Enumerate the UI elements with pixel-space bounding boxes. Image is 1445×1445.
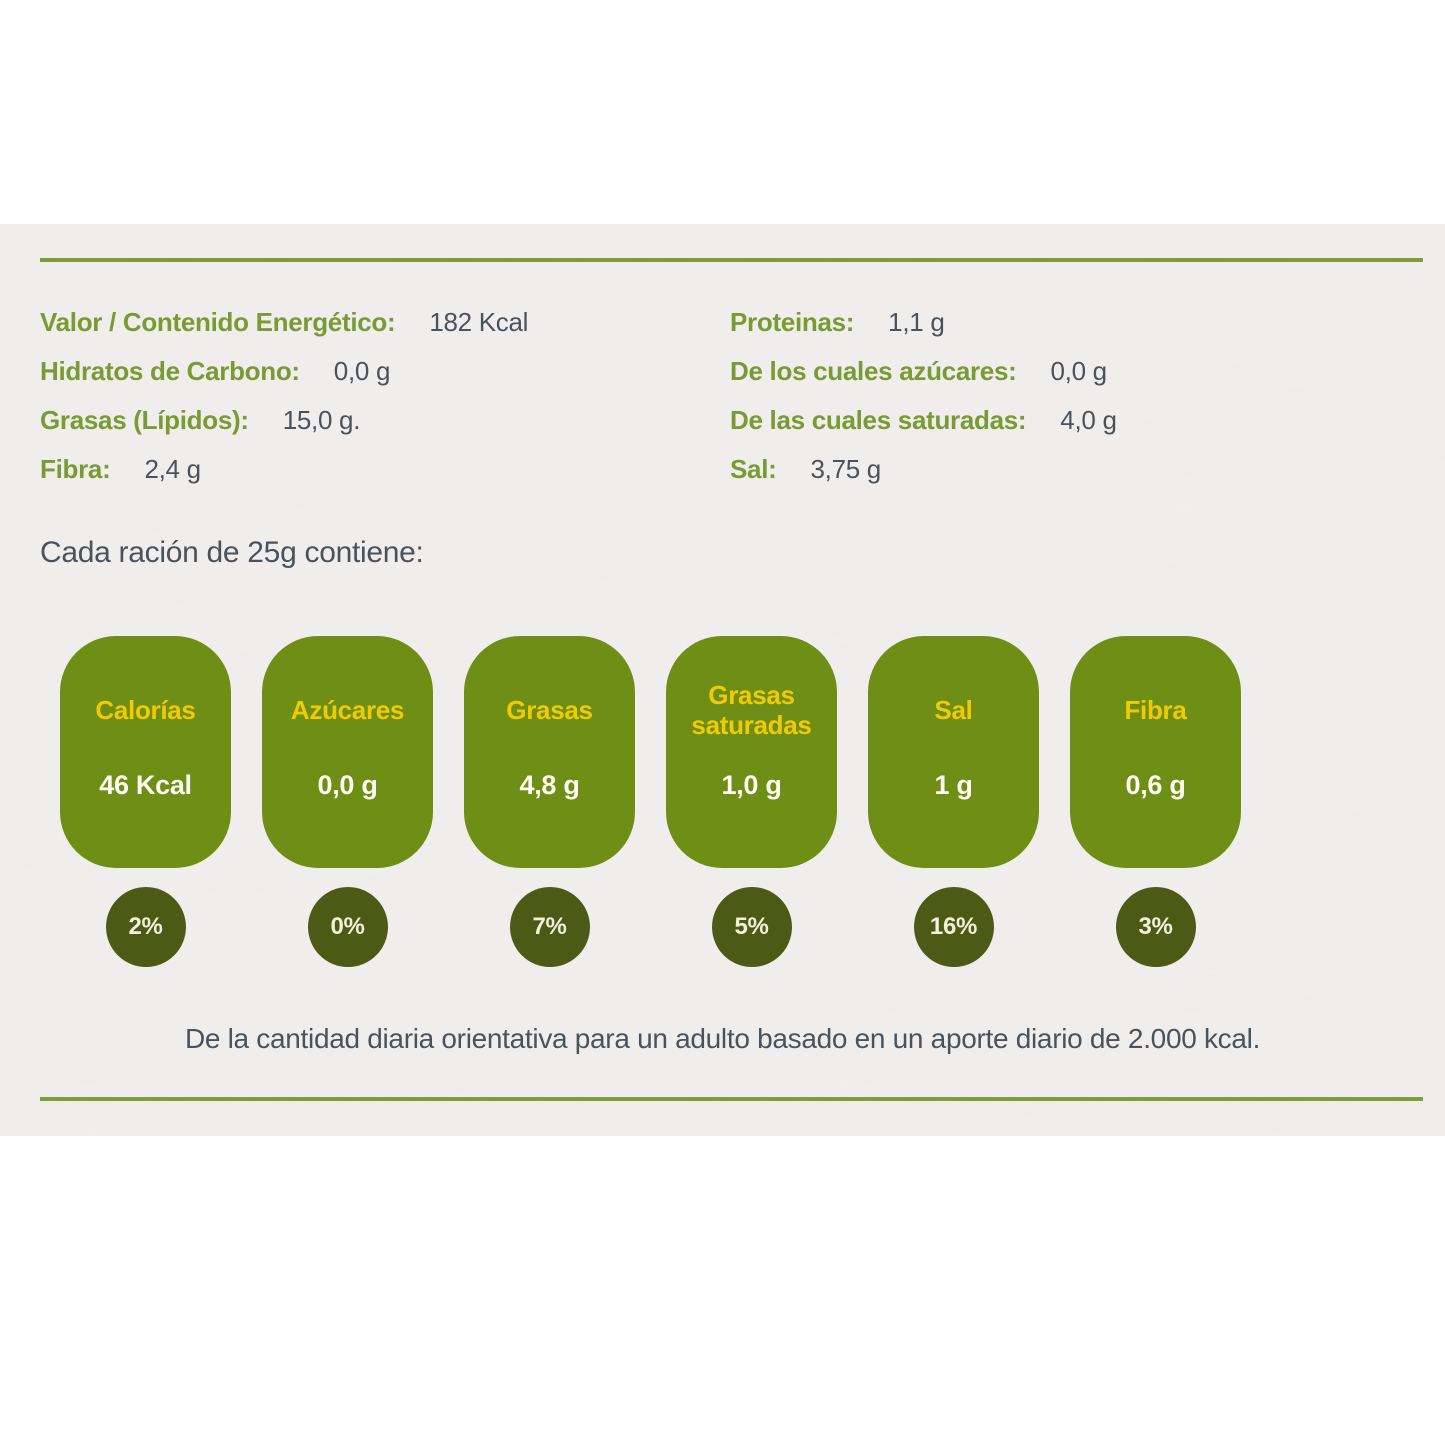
badge-label: Fibra xyxy=(1124,695,1187,725)
daily-percent-circle: 16% xyxy=(913,887,994,967)
badge-value: 0,0 g xyxy=(317,770,378,800)
daily-percent: 5% xyxy=(734,913,769,940)
nutrition-row: De los cuales azúcares: 0,0 g xyxy=(730,347,1423,396)
badge-value: 1,0 g xyxy=(721,770,782,800)
nutrition-value: 0,0 g xyxy=(333,356,391,386)
nutrient-column-calorias: Calorías 46 Kcal 2% xyxy=(60,636,231,967)
badge-label: Grasas xyxy=(506,695,593,725)
badge-value: 0,6 g xyxy=(1125,770,1186,800)
daily-percent-circle: 5% xyxy=(711,887,792,967)
nutrition-summary: Valor / Contenido Energético: 182 Kcal Hi… xyxy=(40,298,1423,494)
nutrition-label: De las cuales saturadas: xyxy=(730,405,1027,435)
nutrient-column-sal: Sal 1 g 16% xyxy=(868,636,1039,967)
daily-percent-circle: 0% xyxy=(307,887,388,967)
badge-label: Calorías xyxy=(95,695,196,725)
nutrition-row: Hidratos de Carbono: 0,0 g xyxy=(40,347,730,396)
nutrition-label: Sal: xyxy=(730,454,777,484)
bottom-divider xyxy=(40,1097,1423,1101)
nutrition-value: 182 Kcal xyxy=(429,307,529,337)
badge-value: 46 Kcal xyxy=(99,770,192,800)
daily-percent-circle: 2% xyxy=(105,887,186,967)
daily-percent-circle: 7% xyxy=(509,887,590,967)
nutrition-value: 3,75 g xyxy=(810,454,881,484)
nutrition-value: 2,4 g xyxy=(144,454,201,484)
nutrition-row: Sal: 3,75 g xyxy=(730,445,1423,494)
daily-percent: 0% xyxy=(330,913,365,940)
nutrition-row: Valor / Contenido Energético: 182 Kcal xyxy=(40,298,730,347)
badge-label: Grasas saturadas xyxy=(691,680,812,740)
top-divider xyxy=(40,258,1423,262)
badges-row: Calorías 46 Kcal 2% Azúcares 0,0 g 0% xyxy=(60,636,1241,967)
nutrition-row: Fibra: 2,4 g xyxy=(40,445,730,494)
daily-percent: 16% xyxy=(929,913,978,940)
nutrition-value: 0,0 g xyxy=(1050,356,1107,386)
badge-value: 4,8 g xyxy=(519,770,580,800)
nutrient-badge: Sal 1 g xyxy=(868,636,1039,868)
nutrient-badge: Azúcares 0,0 g xyxy=(262,636,433,868)
serving-heading: Cada ración de 25g contiene: xyxy=(40,536,424,569)
nutrition-row: Proteinas: 1,1 g xyxy=(730,298,1423,347)
daily-percent: 7% xyxy=(532,913,567,940)
nutrient-column-fibra: Fibra 0,6 g 3% xyxy=(1070,636,1241,967)
nutrition-label: Hidratos de Carbono: xyxy=(40,356,300,386)
nutrition-column-left: Valor / Contenido Energético: 182 Kcal Hi… xyxy=(40,298,730,494)
nutrition-label: Proteinas: xyxy=(730,307,855,337)
nutrient-column-grasas: Grasas 4,8 g 7% xyxy=(464,636,635,967)
badge-label: Azúcares xyxy=(290,695,405,725)
nutrition-label: Valor / Contenido Energético: xyxy=(40,307,396,337)
badge-label: Sal xyxy=(934,695,973,725)
nutrition-label: De los cuales azúcares: xyxy=(730,356,1017,386)
nutrition-column-right: Proteinas: 1,1 g De los cuales azúcares: 0… xyxy=(730,298,1423,494)
daily-percent: 2% xyxy=(128,913,163,940)
nutrient-badge: Calorías 46 Kcal xyxy=(60,636,231,868)
nutrient-badge: Grasas saturadas 1,0 g xyxy=(666,636,837,868)
daily-percent: 3% xyxy=(1138,913,1173,940)
nutrition-label: Grasas (Lípidos): xyxy=(40,405,249,435)
daily-percent-circle: 3% xyxy=(1115,887,1196,967)
nutrition-row: Grasas (Lípidos): 15,0 g. xyxy=(40,396,730,445)
nutrient-column-azucares: Azúcares 0,0 g 0% xyxy=(262,636,433,967)
nutrient-badge: Grasas 4,8 g xyxy=(464,636,635,868)
nutrition-value: 4,0 g xyxy=(1060,405,1117,435)
nutrient-badge: Fibra 0,6 g xyxy=(1070,636,1241,868)
nutrient-column-grasas-saturadas: Grasas saturadas 1,0 g 5% xyxy=(666,636,837,967)
nutrition-panel: Valor / Contenido Energético: 182 Kcal Hi… xyxy=(0,224,1445,1136)
nutrition-row: De las cuales saturadas: 4,0 g xyxy=(730,396,1423,445)
nutrition-value: 1,1 g xyxy=(888,307,945,337)
badge-value: 1 g xyxy=(934,770,973,800)
nutrition-value: 15,0 g. xyxy=(282,405,361,435)
nutrition-label: Fibra: xyxy=(40,454,111,484)
footnote: De la cantidad diaria orientativa para u… xyxy=(184,1023,1261,1054)
